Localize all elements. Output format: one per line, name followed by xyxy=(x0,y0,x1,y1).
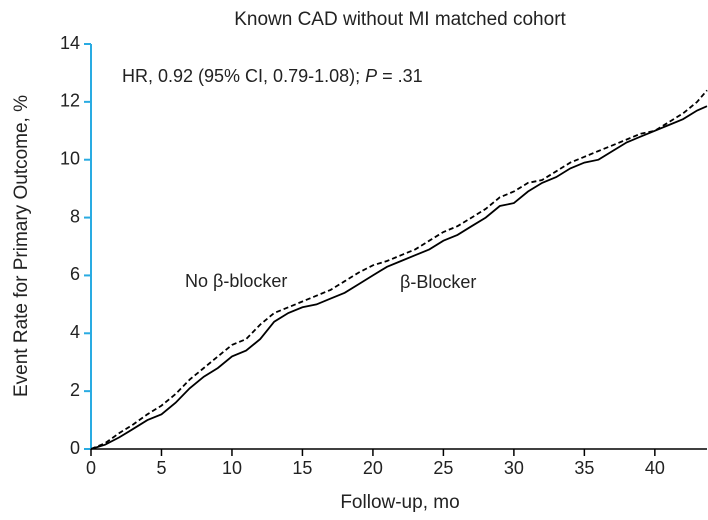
series-label: No β-blocker xyxy=(185,271,287,291)
x-tick-label: 10 xyxy=(222,458,242,478)
y-tick-label: 2 xyxy=(70,380,80,400)
series-label: β-Blocker xyxy=(400,272,476,292)
x-tick-label: 30 xyxy=(504,458,524,478)
x-tick-label: 15 xyxy=(292,458,312,478)
x-tick-label: 25 xyxy=(433,458,453,478)
y-tick-label: 6 xyxy=(70,264,80,284)
annotation-p: P xyxy=(365,66,377,86)
x-tick-label: 40 xyxy=(645,458,665,478)
chart-title: Known CAD without MI matched cohort xyxy=(234,9,566,30)
annotation: HR, 0.92 (95% CI, 0.79-1.08); P = .31 xyxy=(122,66,423,86)
y-axis-label: Event Rate for Primary Outcome, % xyxy=(11,95,32,397)
y-tick-label: 8 xyxy=(70,206,80,226)
series-line xyxy=(90,89,708,450)
x-tick-label: 20 xyxy=(363,458,383,478)
y-tick-label: 4 xyxy=(70,322,80,342)
annotation-text: HR, 0.92 (95% CI, 0.79-1.08); xyxy=(122,66,365,86)
y-tick-label: 14 xyxy=(60,33,80,53)
series-line xyxy=(90,105,708,450)
y-tick-label: 12 xyxy=(60,91,80,111)
x-tick-label: 35 xyxy=(574,458,594,478)
y-tick-label: 10 xyxy=(60,148,80,168)
x-tick-label: 0 xyxy=(86,458,96,478)
x-tick-label: 5 xyxy=(156,458,166,478)
y-tick-label: 0 xyxy=(70,438,80,458)
annotation-text: = .31 xyxy=(377,66,423,86)
x-axis-label: Follow-up, mo xyxy=(340,492,459,513)
